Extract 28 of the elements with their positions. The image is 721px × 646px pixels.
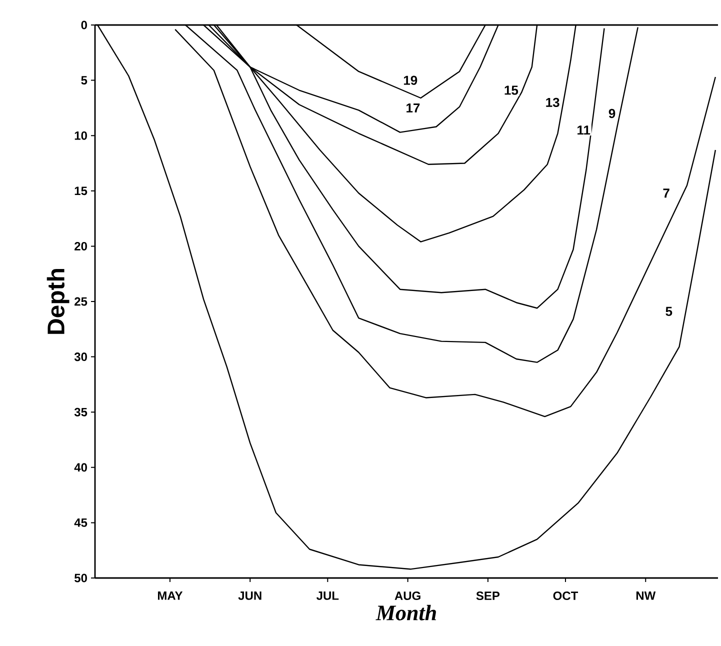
annotation: 15 — [504, 86, 518, 95]
y-tick-label: 25 — [74, 297, 88, 306]
x-tick-label: JUL — [316, 592, 339, 600]
annotation: 5 — [666, 306, 672, 316]
x-tick-label: NW — [636, 592, 656, 600]
y-tick-label: 5 — [81, 76, 88, 84]
x-tick-label: JUN — [238, 592, 262, 600]
x-axis-title: Month — [376, 604, 436, 620]
annotation: 19 — [404, 76, 418, 85]
x-tick-label: OCT — [553, 592, 578, 600]
y-tick-label: 10 — [74, 131, 87, 140]
x-tick-label: AUG — [394, 592, 420, 600]
annotation: 7 — [663, 188, 670, 198]
annotation: 11 — [578, 126, 590, 135]
y-tick-label: 0 — [81, 20, 87, 30]
y-tick-label: 35 — [74, 408, 88, 416]
x-tick-label: MAY — [158, 592, 183, 600]
annotation: 17 — [406, 103, 420, 112]
y-tick-label: 45 — [74, 518, 88, 527]
x-tick-label: SEP — [476, 592, 500, 600]
annotation: 13 — [546, 98, 560, 108]
y-tick-label: 15 — [74, 186, 88, 196]
y-tick-label: 20 — [74, 242, 87, 250]
y-tick-label: 40 — [74, 463, 87, 472]
y-axis-title: Depth — [46, 269, 70, 334]
annotation: 9 — [608, 108, 616, 118]
y-tick-label: 30 — [74, 352, 87, 362]
y-tick-label: 50 — [74, 574, 87, 582]
